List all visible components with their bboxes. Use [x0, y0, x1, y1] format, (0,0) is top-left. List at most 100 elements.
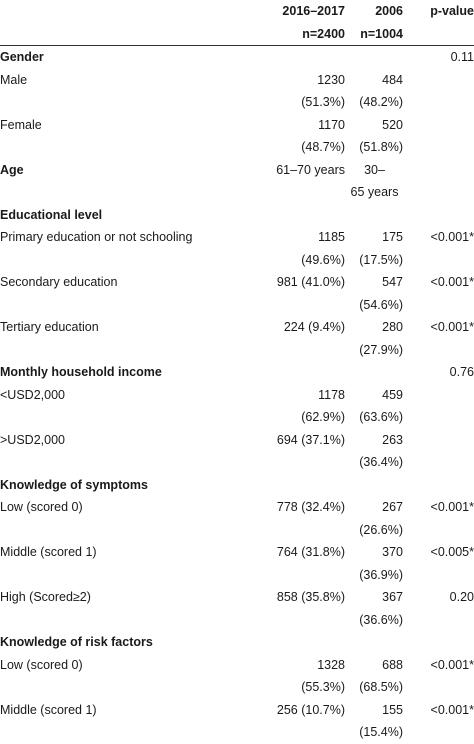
value-2016-2017: 694 (37.1%): [276, 432, 345, 447]
row-label: [0, 564, 268, 587]
table-row-continuation: 65 years: [0, 181, 474, 204]
p-value: [410, 406, 474, 429]
header-col-2016-2017: 2016–2017: [282, 4, 345, 18]
table-row-continuation: (48.7%) (51.8%): [0, 136, 474, 159]
p-value: <0.001*: [430, 500, 474, 514]
row-label: Gender: [0, 50, 44, 64]
table-row: Low (scored 0) 778 (32.4%) 267 <0.001*: [0, 496, 474, 519]
header-col-2006: 2006: [375, 4, 403, 18]
header-n-2016-2017: n=2400: [302, 26, 345, 41]
value-2006: (27.9%): [359, 342, 403, 357]
table-row: Tertiary education 224 (9.4%) 280 <0.001*: [0, 316, 474, 339]
table-row: >USD2,000 694 (37.1%) 263: [0, 429, 474, 452]
value-2006: 280: [382, 320, 403, 334]
value-2016-2017: (62.9%): [301, 410, 345, 424]
row-label: [0, 294, 268, 317]
p-value: [410, 181, 474, 204]
row-label: Low (scored 0): [0, 500, 83, 514]
row-label: Educational level: [0, 207, 103, 222]
row-label: Knowledge of risk factors: [0, 635, 153, 649]
table-row: <USD2,000 1178 459: [0, 384, 474, 407]
section-row: Gender 0.11: [0, 46, 474, 69]
value-2016-2017: 256 (10.7%): [276, 702, 345, 717]
row-label: Primary education or not schooling: [0, 230, 193, 244]
value-2016-2017: 1230: [317, 72, 345, 87]
row-label: Middle (scored 1): [0, 545, 97, 559]
table-row-continuation: (36.9%): [0, 564, 474, 587]
section-row: Monthly household income 0.76: [0, 361, 474, 384]
value-2006: 547: [382, 275, 403, 289]
value-2016-2017: [268, 609, 346, 632]
table-row-continuation: (54.6%): [0, 294, 474, 317]
value-2016-2017: 764 (31.8%): [276, 545, 345, 559]
row-label: >USD2,000: [0, 432, 65, 447]
p-value: [410, 384, 474, 407]
table-row: Low (scored 0) 1328 688 <0.001*: [0, 654, 474, 677]
p-value: [410, 69, 474, 92]
section-row: Educational level: [0, 204, 474, 227]
value-2016-2017: [268, 204, 346, 227]
table-row: High (Scored≥2) 858 (35.8%) 367 0.20: [0, 586, 474, 609]
value-2016-2017: [268, 46, 346, 69]
header-n-row: n=2400 n=1004: [0, 23, 474, 46]
p-value: [410, 249, 474, 272]
value-2016-2017: [268, 451, 346, 474]
value-2006: 155: [382, 702, 403, 717]
table-row: Middle (scored 1) 764 (31.8%) 370 <0.005*: [0, 541, 474, 564]
value-2006: [346, 474, 410, 497]
header-blank: [0, 0, 268, 23]
header-row: 2016–2017 2006 p-value: [0, 0, 474, 23]
p-value: [410, 114, 474, 137]
section-row: Knowledge of symptoms: [0, 474, 474, 497]
value-2006: (68.5%): [359, 680, 403, 694]
value-2016-2017: [268, 519, 346, 542]
value-2006: (36.4%): [359, 455, 403, 469]
row-label: Monthly household income: [0, 365, 162, 379]
p-value: <0.001*: [430, 320, 474, 334]
row-label: [0, 249, 268, 272]
table-row: Primary education or not schooling 1185 17…: [0, 226, 474, 249]
value-2006: (17.5%): [359, 252, 403, 267]
value-2016-2017: 1170: [318, 117, 345, 132]
row-label: Low (scored 0): [0, 657, 83, 672]
p-value: [410, 519, 474, 542]
row-label: Knowledge of symptoms: [0, 477, 148, 492]
row-label: [0, 676, 268, 699]
value-2016-2017: [268, 474, 346, 497]
row-label: [0, 181, 268, 204]
value-2006: [346, 46, 410, 69]
header-blank: [0, 23, 268, 46]
table-row: Secondary education 981 (41.0%) 547 <0.001*: [0, 271, 474, 294]
value-2006: (36.9%): [359, 567, 403, 582]
p-value: [410, 631, 474, 654]
table-row-continuation: (36.6%): [0, 609, 474, 632]
table-row-continuation: (27.9%): [0, 339, 474, 362]
row-label: <USD2,000: [0, 387, 65, 402]
value-2016-2017: [268, 631, 346, 654]
p-value: [410, 429, 474, 452]
value-2016-2017: [268, 564, 346, 587]
p-value: [410, 204, 474, 227]
value-2006: 367: [382, 590, 403, 604]
value-2016-2017: 224 (9.4%): [283, 320, 345, 334]
p-value: <0.001*: [430, 657, 474, 672]
value-2016-2017: (49.6%): [301, 252, 345, 267]
value-2006: (15.4%): [359, 725, 403, 739]
value-2006: 520: [382, 117, 403, 132]
value-2016-2017: 858 (35.8%): [276, 590, 345, 604]
section-row: Age 61–70 years 30–: [0, 159, 474, 182]
value-2016-2017: [268, 181, 346, 204]
value-2006: [346, 631, 410, 654]
value-2016-2017: [268, 294, 346, 317]
value-2016-2017: 1328: [317, 657, 345, 672]
p-value: 0.76: [449, 365, 474, 379]
row-label: [0, 91, 268, 114]
p-value: [410, 91, 474, 114]
p-value: [410, 294, 474, 317]
table-row-continuation: (55.3%) (68.5%): [0, 676, 474, 699]
table-row: Middle (scored 1) 256 (10.7%) 155 <0.001*: [0, 699, 474, 722]
row-label: Female: [0, 117, 42, 132]
row-label: [0, 609, 268, 632]
row-label: [0, 721, 268, 744]
